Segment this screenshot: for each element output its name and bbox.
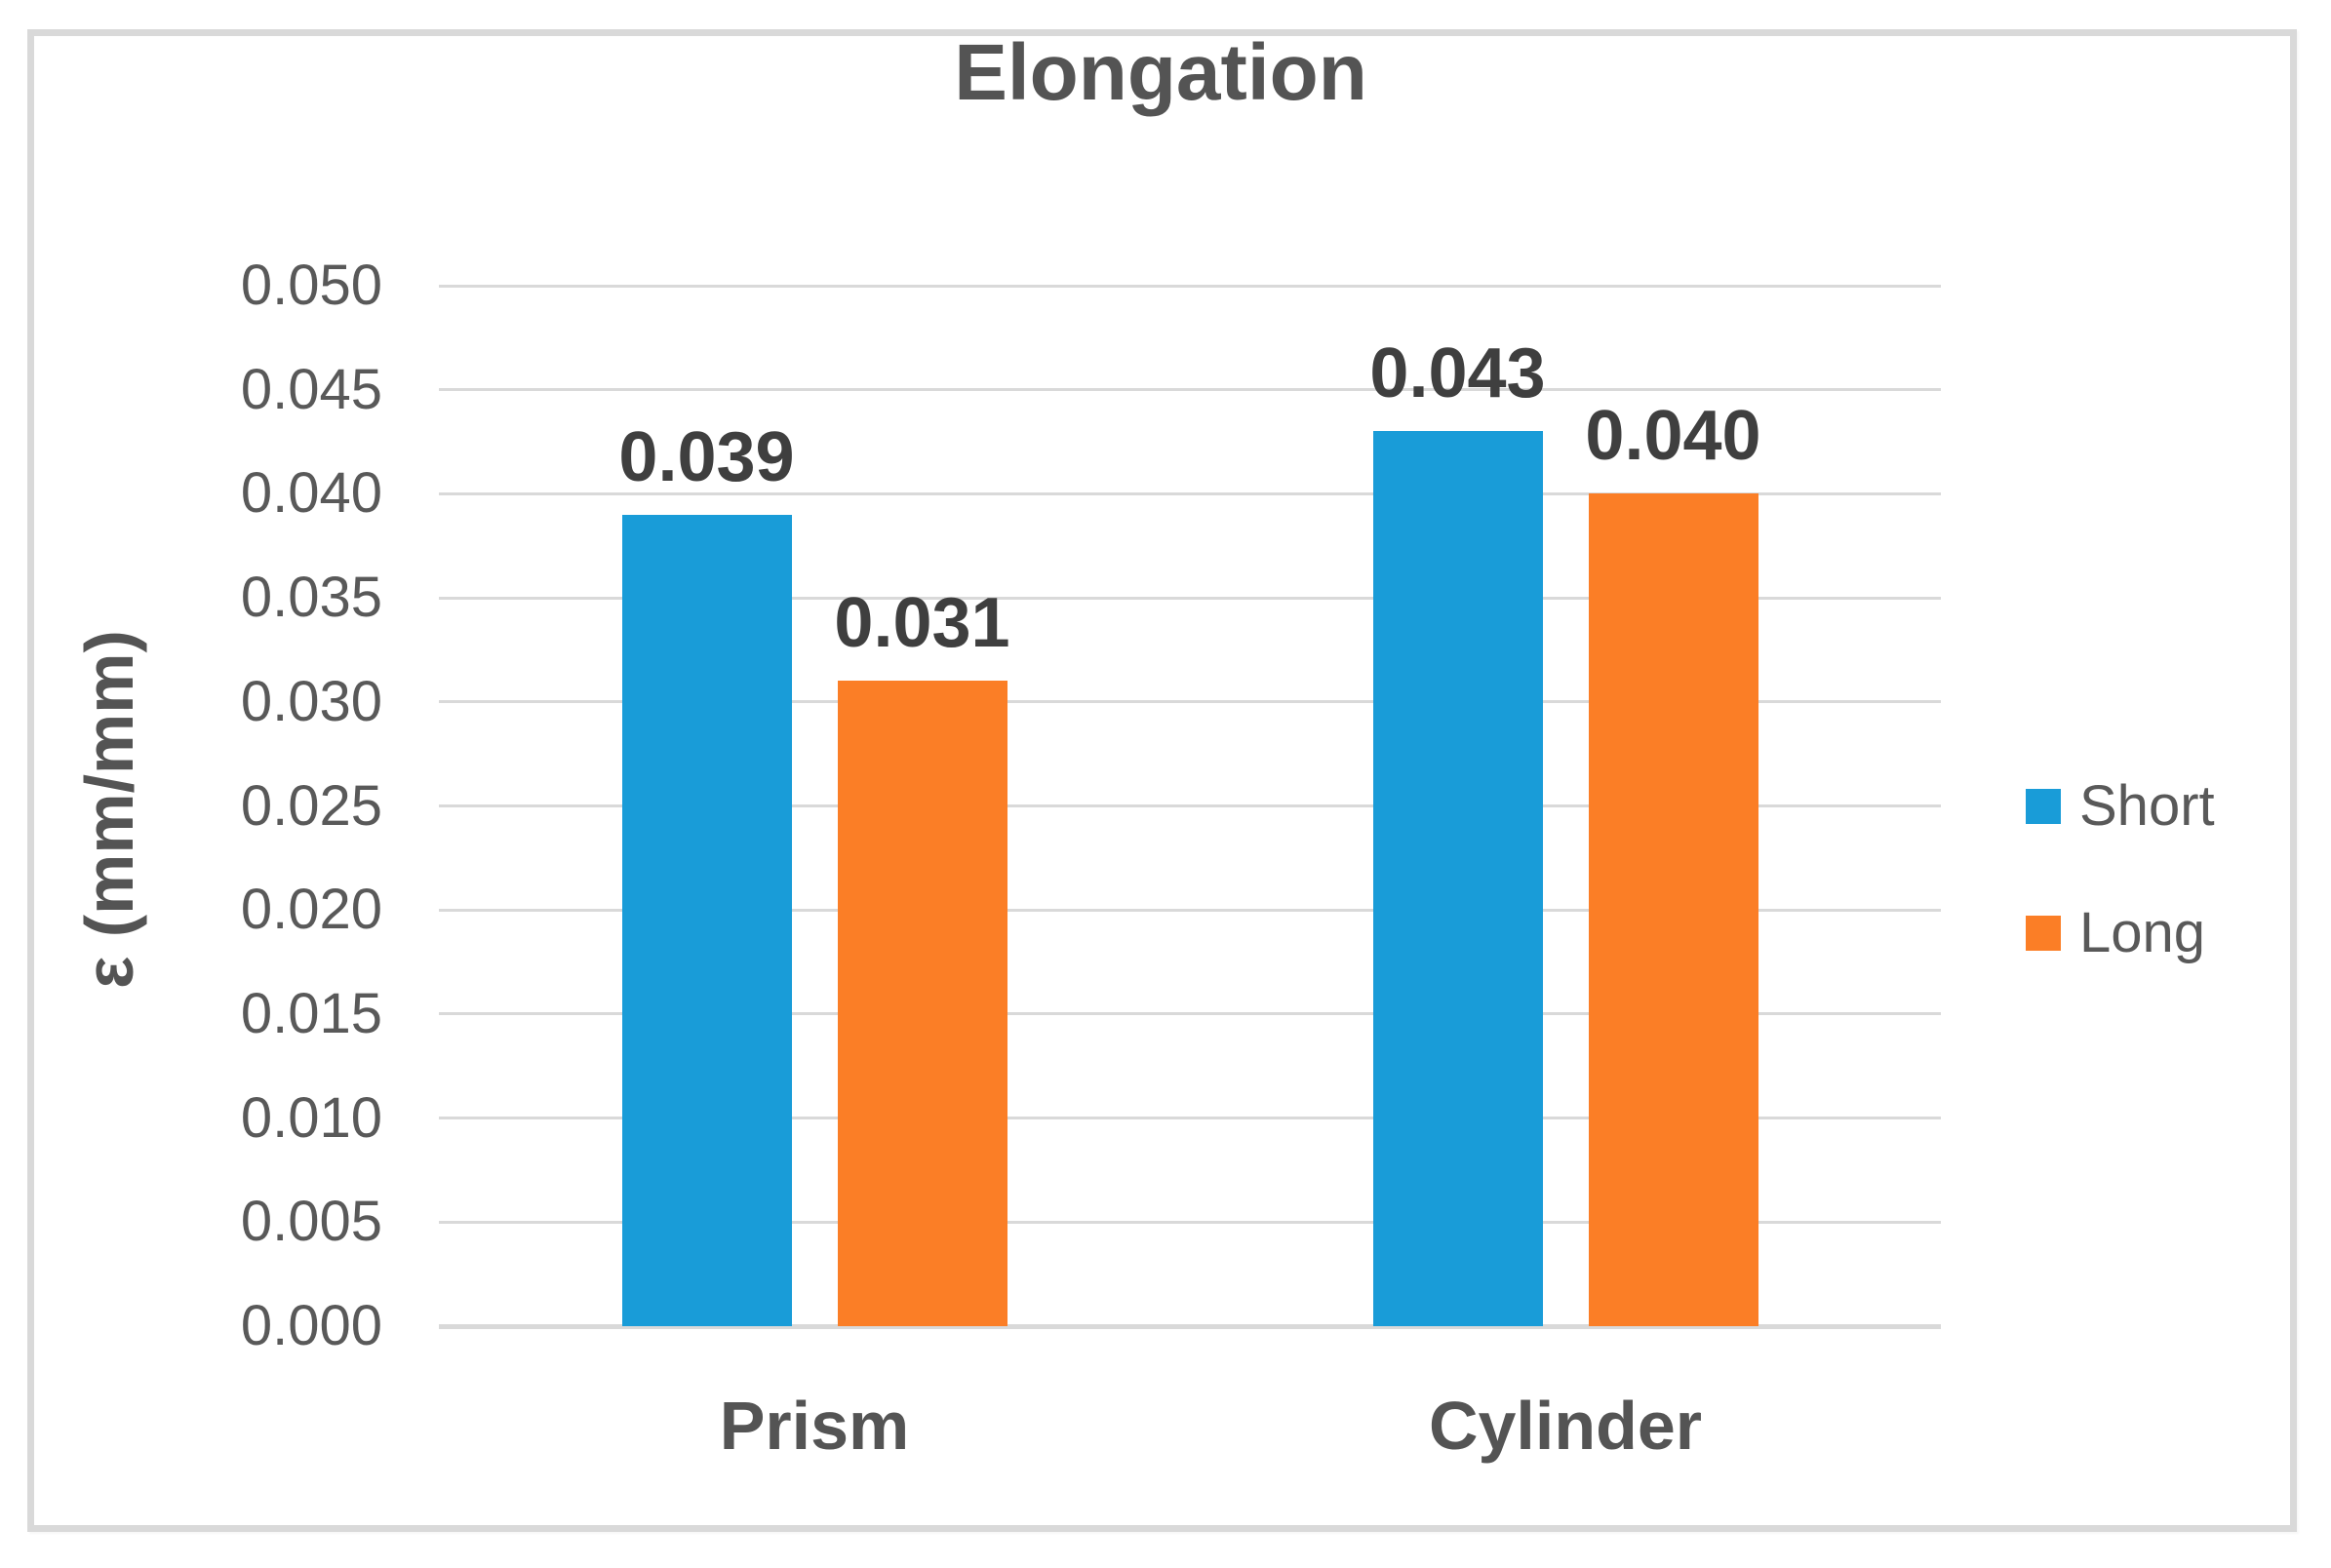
x-axis-baseline bbox=[439, 1323, 1941, 1329]
legend-swatch-short-icon bbox=[2026, 789, 2061, 824]
gridline bbox=[439, 596, 1941, 600]
bar-value-label: 0.040 bbox=[1585, 397, 1761, 476]
category-label-cylinder: Cylinder bbox=[1428, 1388, 1703, 1464]
category-label-prism: Prism bbox=[719, 1388, 910, 1464]
gridline bbox=[439, 1117, 1941, 1120]
y-tick-label: 0.015 bbox=[240, 981, 382, 1045]
legend-item-long: Long bbox=[2026, 901, 2215, 965]
y-tick-label: 0.040 bbox=[240, 461, 382, 526]
y-tick-label: 0.020 bbox=[240, 878, 382, 942]
y-tick-label: 0.010 bbox=[240, 1085, 382, 1150]
bar-long-prism bbox=[837, 681, 1007, 1326]
gridline bbox=[439, 388, 1941, 392]
chart-border bbox=[27, 29, 2297, 1532]
gridline bbox=[439, 700, 1941, 704]
bar-value-label: 0.039 bbox=[618, 417, 795, 496]
bar-value-label: 0.043 bbox=[1369, 334, 1546, 413]
plot-area: 0.039 0.031 0.043 0.040 bbox=[439, 284, 1941, 1329]
legend: Short Long bbox=[2026, 774, 2215, 965]
y-tick-label: 0.030 bbox=[240, 669, 382, 733]
bar-long-cylinder bbox=[1588, 493, 1758, 1326]
bar-short-prism bbox=[621, 514, 792, 1326]
legend-label-short: Short bbox=[2079, 774, 2215, 838]
gridline bbox=[439, 491, 1941, 495]
bar-value-label: 0.031 bbox=[834, 584, 1010, 663]
y-tick-label: 0.050 bbox=[240, 254, 382, 317]
bar-short-cylinder bbox=[1372, 431, 1543, 1326]
y-tick-label: 0.025 bbox=[240, 773, 382, 838]
legend-swatch-long-icon bbox=[2026, 916, 2061, 951]
y-tick-label: 0.000 bbox=[240, 1294, 382, 1357]
legend-label-long: Long bbox=[2079, 901, 2206, 964]
gridline bbox=[439, 804, 1941, 807]
gridline bbox=[439, 1012, 1941, 1016]
gridline bbox=[439, 1220, 1941, 1224]
gridline bbox=[439, 284, 1941, 288]
legend-item-short: Short bbox=[2026, 774, 2215, 839]
y-tick-label: 0.005 bbox=[240, 1190, 382, 1254]
gridline bbox=[439, 908, 1941, 912]
y-tick-label: 0.045 bbox=[240, 357, 382, 421]
y-tick-label: 0.035 bbox=[240, 566, 382, 630]
chart-title: Elongation bbox=[954, 28, 1367, 117]
